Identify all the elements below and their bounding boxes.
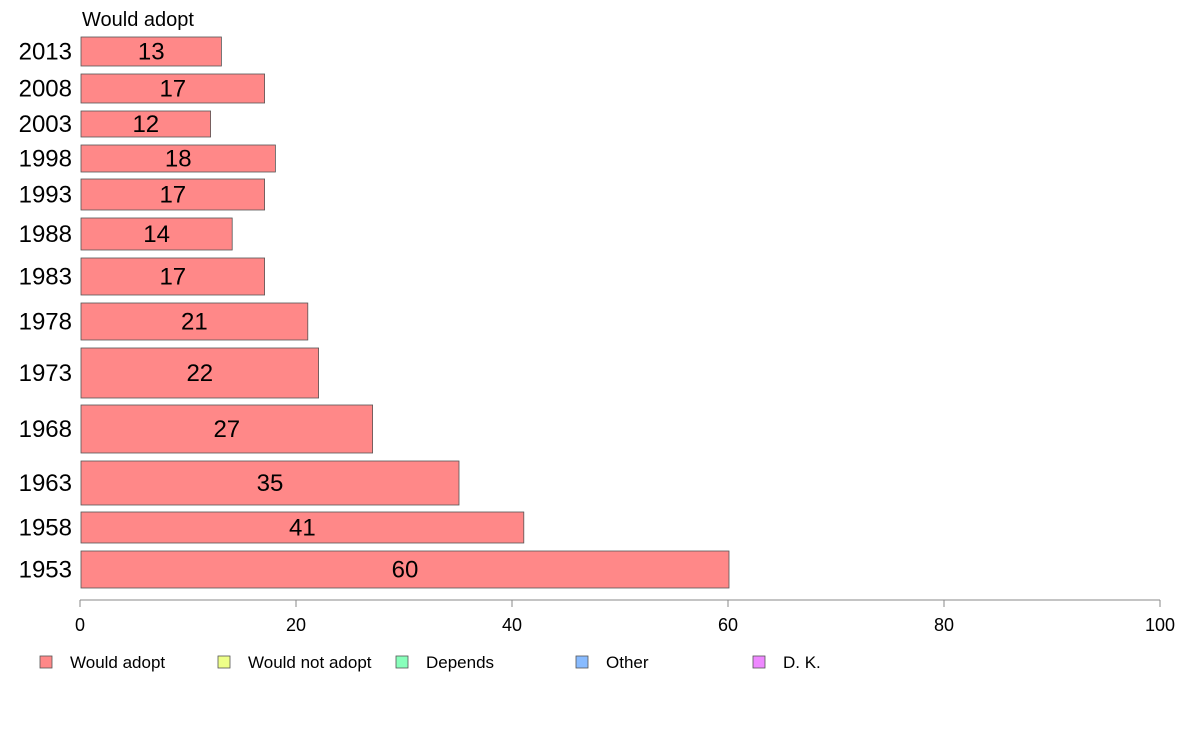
bar-2013 bbox=[80, 36, 222, 67]
bar-1993 bbox=[80, 178, 266, 211]
x-tick-label: 20 bbox=[286, 615, 306, 635]
bar-value-label: 12 bbox=[132, 111, 159, 138]
bar-1968 bbox=[80, 404, 374, 454]
category-label: 1973 bbox=[19, 360, 72, 387]
legend-label: D. K. bbox=[783, 653, 821, 672]
category-label: 1988 bbox=[19, 221, 72, 248]
bar-value-label: 17 bbox=[159, 182, 186, 209]
bar-value-label: 60 bbox=[392, 557, 419, 584]
legend-swatch bbox=[217, 655, 231, 669]
category-label: 1958 bbox=[19, 515, 72, 542]
legend-label: Would not adopt bbox=[248, 653, 372, 672]
bar-1983 bbox=[80, 257, 266, 296]
legend-swatch bbox=[395, 655, 409, 669]
category-label: 2013 bbox=[19, 39, 72, 66]
bars-group: 2013 13 2008 17 2003 12 1998 18 1993 17 1988 14 1983… bbox=[19, 36, 730, 589]
bar-value-label: 21 bbox=[181, 309, 208, 336]
bar-value-label: 17 bbox=[159, 264, 186, 291]
bar-1978 bbox=[80, 302, 309, 341]
legend: Would adopt Would not adopt Depends Other D.… bbox=[39, 653, 821, 672]
x-tick-label: 80 bbox=[934, 615, 954, 635]
bar-value-label: 13 bbox=[138, 39, 165, 66]
category-label: 2003 bbox=[19, 111, 72, 138]
bar-1953 bbox=[80, 550, 730, 589]
legend-swatch bbox=[752, 655, 766, 669]
x-axis: 0 20 40 60 80 100 bbox=[75, 599, 1175, 635]
bar-2008 bbox=[80, 73, 266, 104]
bar-value-label: 17 bbox=[159, 76, 186, 103]
bar-2003 bbox=[80, 110, 212, 138]
category-label: 2008 bbox=[19, 76, 72, 103]
x-tick-label: 0 bbox=[75, 615, 85, 635]
category-label: 1978 bbox=[19, 309, 72, 336]
bar-value-label: 27 bbox=[213, 416, 240, 443]
chart-header: Would adopt bbox=[82, 9, 194, 31]
category-label: 1998 bbox=[19, 146, 72, 173]
bar-value-label: 14 bbox=[143, 221, 170, 248]
legend-swatch bbox=[575, 655, 589, 669]
legend-label: Other bbox=[606, 653, 649, 672]
category-label: 1993 bbox=[19, 182, 72, 209]
x-tick-label: 60 bbox=[718, 615, 738, 635]
category-label: 1968 bbox=[19, 416, 72, 443]
bar-value-label: 22 bbox=[186, 360, 213, 387]
bar-1998 bbox=[80, 144, 276, 173]
bar-value-label: 41 bbox=[289, 515, 316, 542]
bar-1963 bbox=[80, 460, 460, 506]
legend-label: Would adopt bbox=[70, 653, 165, 672]
bar-value-label: 35 bbox=[257, 470, 284, 497]
bar-1958 bbox=[80, 511, 525, 544]
category-label: 1953 bbox=[19, 557, 72, 584]
category-label: 1983 bbox=[19, 264, 72, 291]
bar-value-label: 18 bbox=[165, 146, 192, 173]
bar-1988 bbox=[80, 217, 233, 251]
bar-1973 bbox=[80, 347, 320, 399]
x-tick-label: 100 bbox=[1145, 615, 1175, 635]
legend-swatch bbox=[39, 655, 53, 669]
x-tick-label: 40 bbox=[502, 615, 522, 635]
legend-label: Depends bbox=[426, 653, 494, 672]
category-label: 1963 bbox=[19, 470, 72, 497]
